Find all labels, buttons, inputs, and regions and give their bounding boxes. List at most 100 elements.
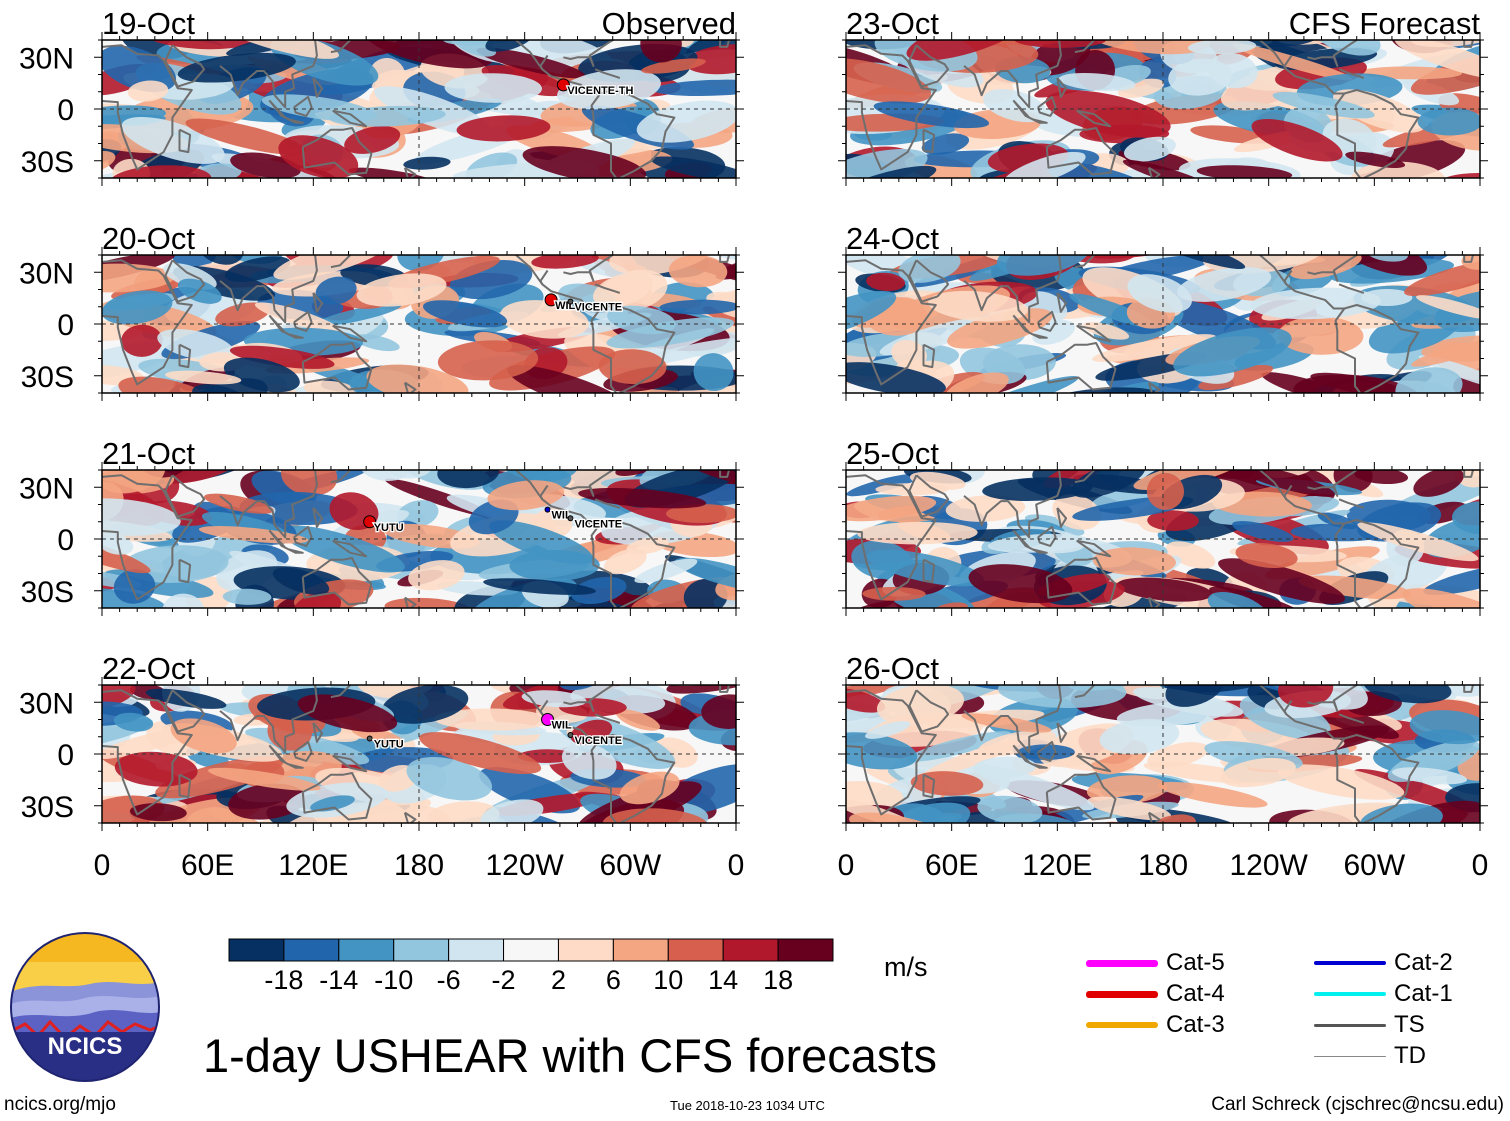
storm-marker: VICENTE bbox=[567, 515, 623, 532]
legend-line-swatch bbox=[1314, 992, 1386, 996]
legend-line-swatch bbox=[1086, 959, 1158, 967]
colorbar-tick-label: -18 bbox=[264, 965, 303, 995]
panel-date: 26-Oct bbox=[846, 651, 939, 686]
storm-label: YUTU bbox=[374, 738, 404, 750]
legend-label: Cat-2 bbox=[1394, 949, 1453, 976]
colorbar-swatch bbox=[393, 938, 450, 962]
storm-marker: VICENTE bbox=[567, 732, 623, 748]
x-tick-label: 0 bbox=[728, 849, 745, 882]
panel-date: 24-Oct bbox=[846, 221, 939, 256]
legend-item: Cat-2 bbox=[1314, 948, 1453, 978]
colorbar-tick-label: 6 bbox=[606, 965, 621, 995]
panel-source-label: Observed bbox=[602, 6, 736, 41]
colorbar-swatch bbox=[557, 938, 614, 962]
colorbar-swatch bbox=[667, 938, 724, 962]
shear-field bbox=[102, 685, 736, 823]
logo-text: NCICS bbox=[48, 1033, 123, 1060]
panel-date: 20-Oct bbox=[102, 221, 195, 256]
x-tick-label: 0 bbox=[838, 849, 855, 882]
x-tick-label: 60E bbox=[181, 849, 234, 882]
panel-source-label: CFS Forecast bbox=[1289, 6, 1481, 41]
y-tick-label: 30N bbox=[19, 42, 74, 75]
y-tick-label: 0 bbox=[57, 524, 74, 557]
legend-item: Cat-1 bbox=[1314, 979, 1453, 1009]
storm-marker: WIL bbox=[544, 506, 573, 523]
legend-line-swatch bbox=[1314, 1055, 1386, 1057]
colorbar-tick-label: 10 bbox=[653, 965, 683, 995]
storm-label: VICENTE-TH bbox=[567, 85, 633, 97]
y-tick-label: 0 bbox=[57, 309, 74, 342]
map-panel: VICENTE-TH 30N 0 30S 19-Oct Observed bbox=[19, 6, 744, 186]
legend-label: Cat-1 bbox=[1394, 980, 1453, 1007]
storm-marker: YUTU bbox=[366, 735, 405, 752]
x-tick-label: 180 bbox=[1138, 849, 1188, 882]
site-url: ncics.org/mjo bbox=[4, 1094, 116, 1115]
map-panel: 25-Oct bbox=[838, 436, 1488, 616]
shear-field bbox=[102, 470, 736, 608]
legend-line-swatch bbox=[1086, 990, 1158, 998]
x-tick-label: 60W bbox=[1343, 849, 1405, 882]
colorbar-swatch bbox=[448, 938, 505, 962]
storm-label: YUTU bbox=[374, 522, 404, 534]
map-panel: 26-Oct bbox=[838, 651, 1488, 831]
legend-line-swatch bbox=[1314, 961, 1386, 965]
x-tick-label: 180 bbox=[394, 849, 444, 882]
colorbar-tick-label: -14 bbox=[319, 965, 358, 995]
colorbar-swatch bbox=[777, 938, 834, 962]
colorbar-tick-label: 18 bbox=[763, 965, 793, 995]
colorbar-tick-label: 2 bbox=[551, 965, 566, 995]
main-title: 1-day USHEAR with CFS forecasts bbox=[203, 1029, 937, 1082]
y-tick-label: 0 bbox=[57, 739, 74, 772]
y-tick-label: 0 bbox=[57, 94, 74, 127]
panel-date: 21-Oct bbox=[102, 436, 195, 471]
legend-line-swatch bbox=[1086, 1022, 1158, 1028]
y-tick-label: 30S bbox=[21, 576, 74, 609]
x-tick-label: 120W bbox=[1229, 849, 1308, 882]
storm-marker: VICENTE bbox=[567, 298, 623, 315]
panel-date: 22-Oct bbox=[102, 651, 195, 686]
legend-label: Cat-4 bbox=[1166, 980, 1225, 1007]
x-tick-label: 0 bbox=[94, 849, 111, 882]
map-panel: 24-Oct bbox=[838, 221, 1488, 401]
legend-line-swatch bbox=[1314, 1023, 1386, 1027]
colorbar-tick-label: 14 bbox=[708, 965, 738, 995]
colorbar-swatch bbox=[612, 938, 669, 962]
colorbar-tick-label: -2 bbox=[492, 965, 516, 995]
legend-item: TD bbox=[1314, 1041, 1426, 1071]
colorbar-swatch bbox=[338, 938, 395, 962]
map-panel: 23-Oct CFS Forecast bbox=[838, 6, 1488, 186]
x-tick-label: 120E bbox=[278, 849, 348, 882]
x-tick-label: 0 bbox=[1472, 849, 1489, 882]
timestamp: Tue 2018-10-23 1034 UTC bbox=[670, 1098, 825, 1113]
y-tick-label: 30N bbox=[19, 257, 74, 290]
legend-label: Cat-5 bbox=[1166, 949, 1225, 976]
x-tick-label: 120E bbox=[1022, 849, 1092, 882]
panel-date: 25-Oct bbox=[846, 436, 939, 471]
legend-label: TD bbox=[1394, 1042, 1426, 1069]
y-tick-label: 30N bbox=[19, 472, 74, 505]
colorbar-swatch bbox=[503, 938, 559, 962]
colorbar-swatch bbox=[228, 938, 285, 962]
storm-label: WIL bbox=[552, 510, 572, 522]
x-tick-label: 60E bbox=[925, 849, 978, 882]
storm-marker: YUTU bbox=[363, 515, 405, 535]
colorbar-units: m/s bbox=[884, 952, 928, 982]
storm-marker: VICENTE-TH bbox=[556, 78, 635, 98]
panel-date: 23-Oct bbox=[846, 6, 939, 41]
x-tick-label: 120W bbox=[485, 849, 564, 882]
legend-label: Cat-3 bbox=[1166, 1011, 1225, 1038]
colorbar-tick-label: -10 bbox=[374, 965, 413, 995]
y-tick-label: 30N bbox=[19, 687, 74, 720]
storm-label: WIL bbox=[552, 720, 572, 732]
colorbar-tick-label: -6 bbox=[437, 965, 461, 995]
legend-label: TS bbox=[1394, 1011, 1425, 1038]
legend-item: TS bbox=[1314, 1010, 1425, 1040]
shear-field bbox=[102, 255, 736, 393]
legend-item: Cat-5 bbox=[1086, 948, 1225, 978]
colorbar-swatch bbox=[722, 938, 779, 962]
colorbar: -18 -14 -10 -6 -2 2 6 10 14 18 bbox=[228, 938, 834, 995]
